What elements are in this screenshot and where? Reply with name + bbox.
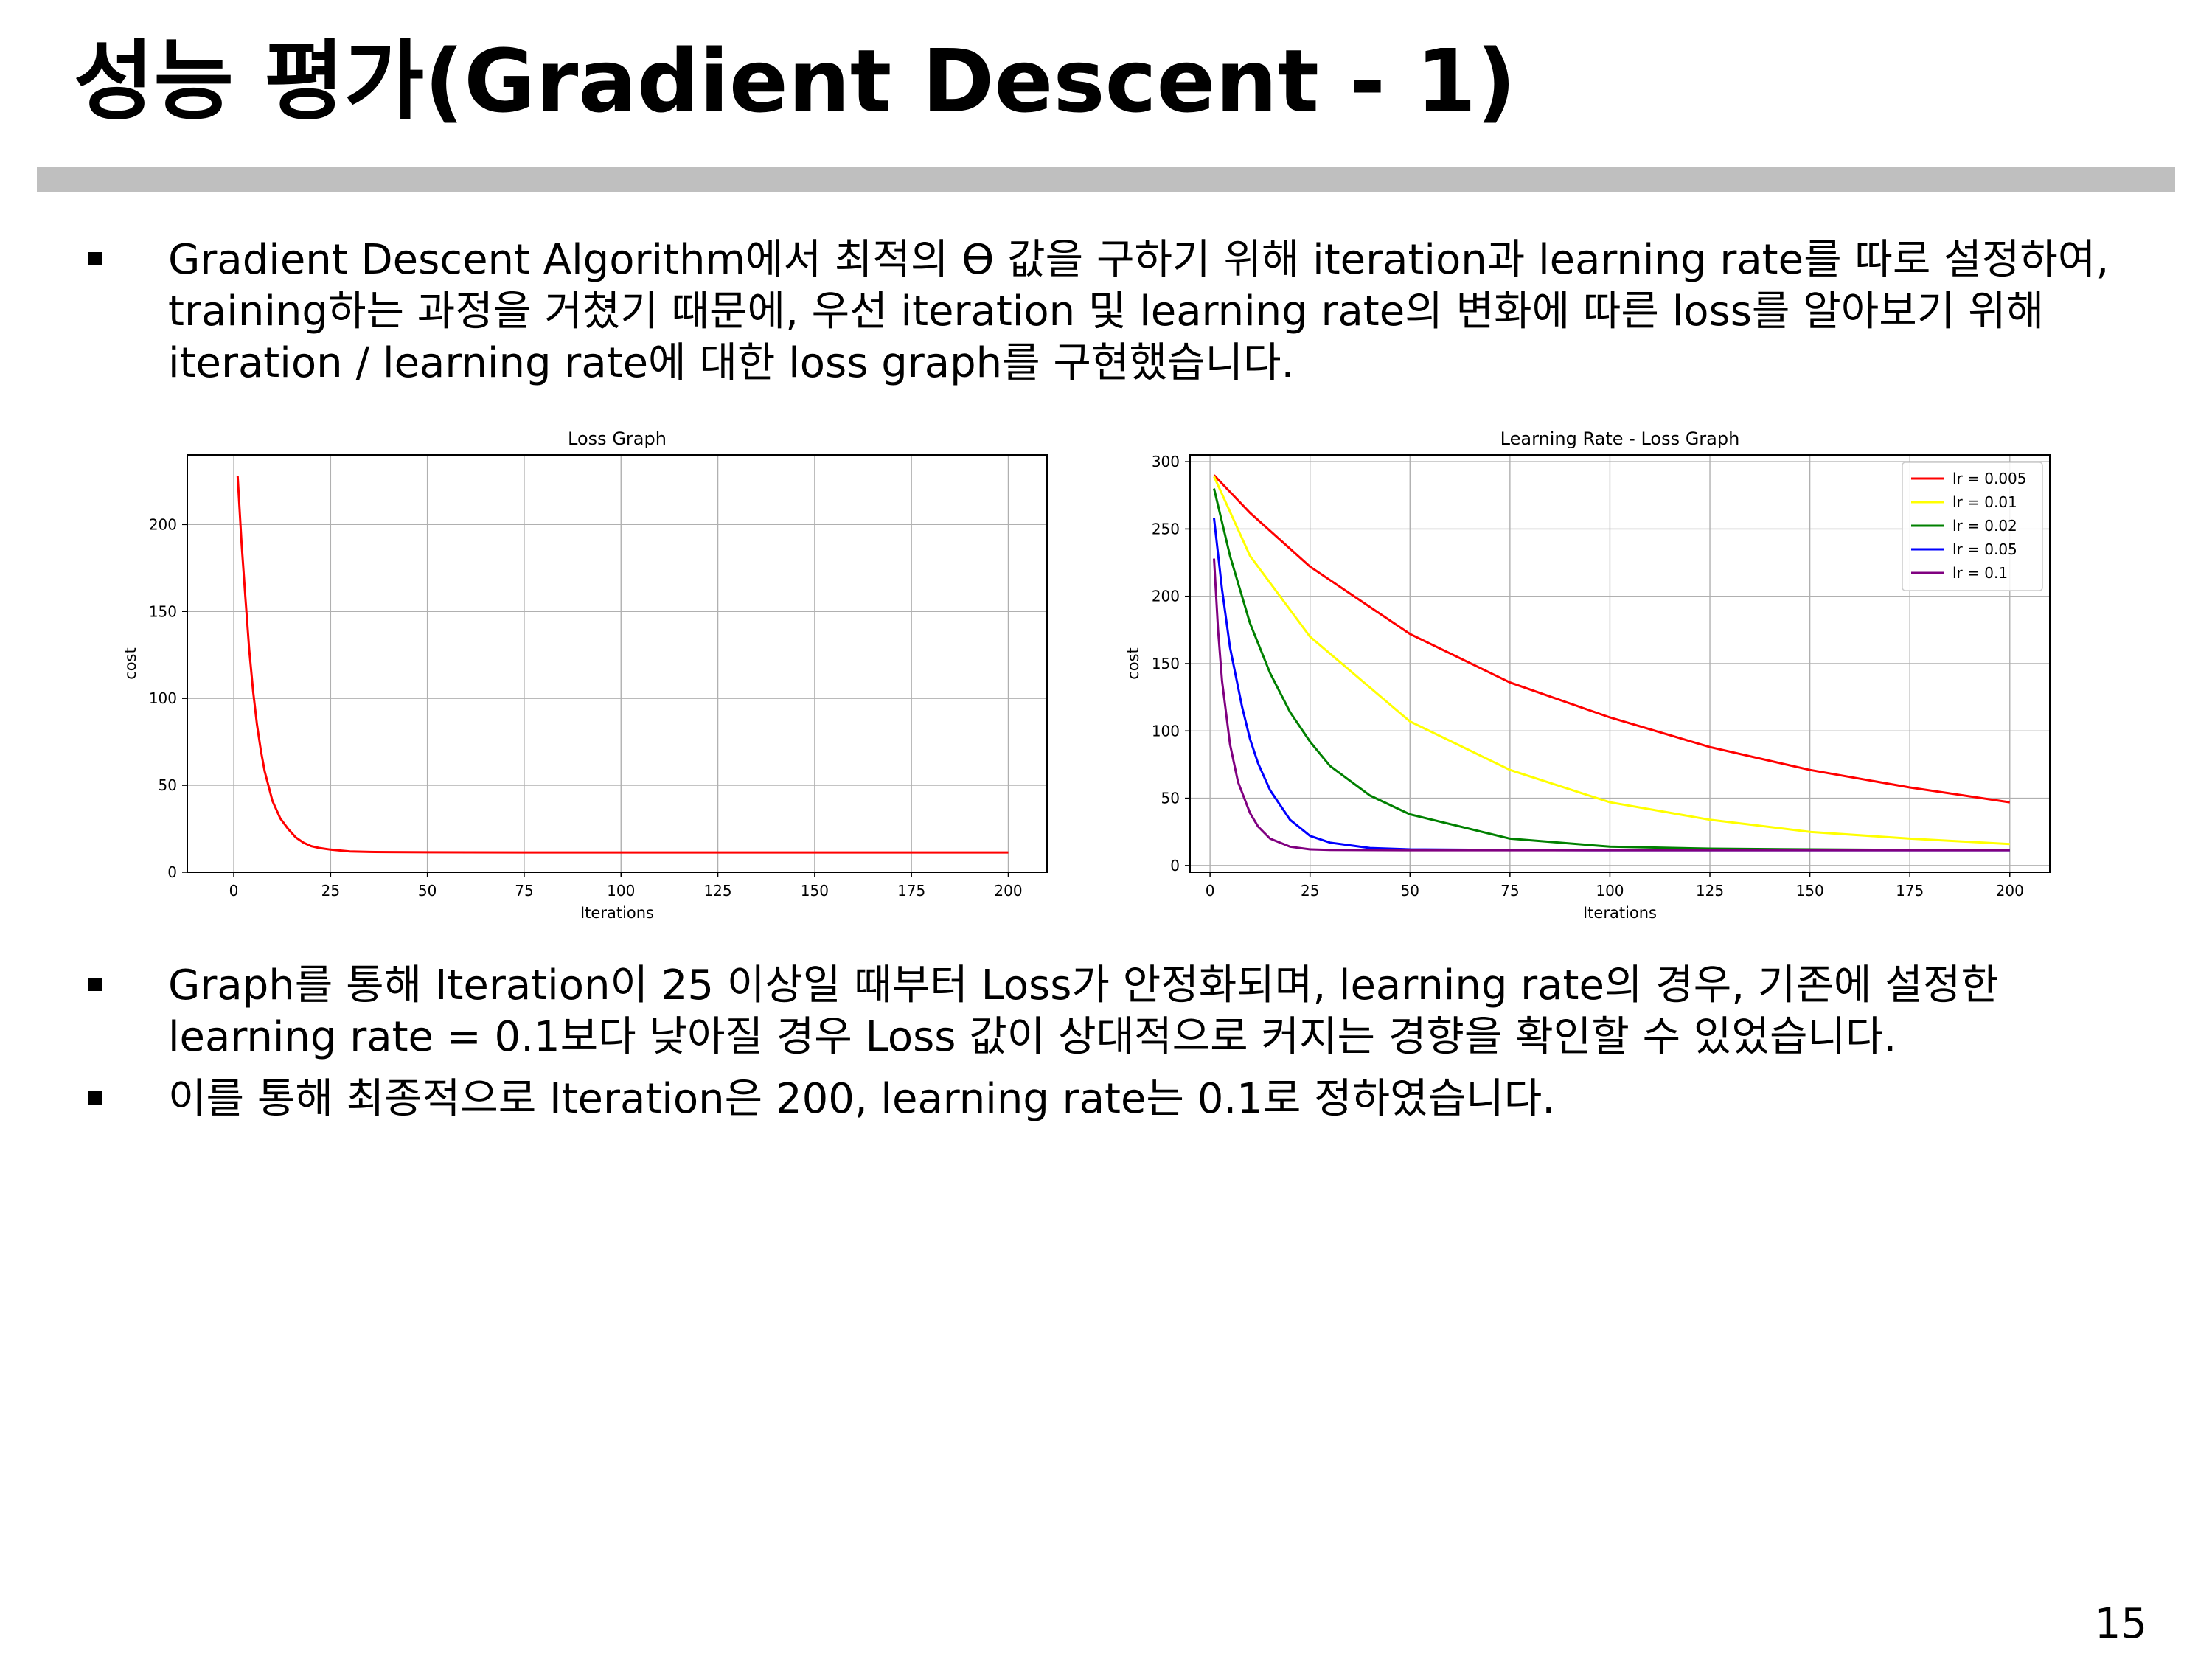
bullet-square-icon <box>88 978 102 991</box>
page-number: 15 <box>2094 1600 2147 1648</box>
y-tick-label: 200 <box>1152 588 1180 605</box>
legend-box <box>1902 462 2043 591</box>
legend-label: lr = 0.05 <box>1952 540 2017 558</box>
series-line <box>1213 488 2010 852</box>
x-tick-label: 75 <box>1500 882 1519 900</box>
y-tick-label: 50 <box>159 776 177 794</box>
y-tick-label: 300 <box>1152 453 1180 470</box>
x-tick-label: 50 <box>418 882 437 900</box>
slide-title: 성능 평가(Gradient Descent - 1) <box>74 30 1517 132</box>
legend-label: lr = 0.1 <box>1952 564 2008 582</box>
series-line <box>1213 558 2010 852</box>
bullet-text: Gradient Descent Algorithm에서 최적의 ϴ 값을 구하… <box>168 236 2110 387</box>
chart-title: Learning Rate - Loss Graph <box>1500 428 1740 449</box>
x-tick-label: 150 <box>801 882 829 900</box>
legend-label: lr = 0.01 <box>1952 493 2017 511</box>
title-divider-bar <box>37 167 2175 192</box>
x-tick-label: 50 <box>1401 882 1419 900</box>
x-tick-label: 100 <box>607 882 635 900</box>
plot-frame <box>187 454 1048 873</box>
bullet-square-icon <box>88 1091 102 1105</box>
y-tick-label: 0 <box>167 863 177 881</box>
x-tick-label: 25 <box>1301 882 1319 900</box>
x-tick-label: 25 <box>321 882 340 900</box>
chart-title: Loss Graph <box>568 428 667 449</box>
series-line <box>1213 476 2010 846</box>
x-tick-label: 150 <box>1796 882 1824 900</box>
x-tick-label: 0 <box>1206 882 1215 900</box>
series-line <box>1213 518 2010 852</box>
bullet-item: Graph를 통해 Iteration이 25 이상일 때부터 Loss가 안정… <box>88 960 2138 1063</box>
bullet-list-top: Gradient Descent Algorithm에서 최적의 ϴ 값을 구하… <box>88 234 2138 389</box>
loss-graph-chart: Loss Graph 0 25 50 75 100 125 150 175 200 0 50 100 15… <box>122 428 1048 922</box>
y-tick-label: 150 <box>149 602 177 620</box>
bullet-square-icon <box>88 252 102 265</box>
y-tick-label: 100 <box>149 689 177 707</box>
legend-label: lr = 0.02 <box>1952 517 2017 535</box>
bullet-text: Graph를 통해 Iteration이 25 이상일 때부터 Loss가 안정… <box>168 961 1999 1061</box>
x-tick-label: 125 <box>703 882 731 900</box>
bullet-list-bottom: Graph를 통해 Iteration이 25 이상일 때부터 Loss가 안정… <box>88 960 2138 1125</box>
x-tick-label: 125 <box>1696 882 1724 900</box>
x-tick-label: 100 <box>1596 882 1624 900</box>
x-tick-label: 75 <box>515 882 533 900</box>
series-line <box>236 476 1009 854</box>
learning-rate-loss-graph-chart: Learning Rate - Loss Graph 0 25 50 75 100 125 1… <box>1124 428 2051 922</box>
bullet-text: 이를 통해 최종적으로 Iteration은 200, learning rat… <box>168 1075 1556 1123</box>
bullet-item: 이를 통해 최종적으로 Iteration은 200, learning rat… <box>88 1074 2138 1125</box>
y-tick-label: 50 <box>1161 790 1180 807</box>
x-tick-label: 175 <box>1896 882 1924 900</box>
x-axis-label: Iterations <box>580 904 654 922</box>
y-tick-label: 150 <box>1152 655 1180 672</box>
bullet-item: Gradient Descent Algorithm에서 최적의 ϴ 값을 구하… <box>88 234 2138 389</box>
x-axis-label: Iterations <box>1583 904 1657 922</box>
legend-label: lr = 0.005 <box>1952 470 2027 487</box>
y-tick-label: 0 <box>1170 857 1180 874</box>
y-axis-label: cost <box>1124 647 1142 680</box>
x-tick-label: 0 <box>229 882 239 900</box>
series-line <box>1213 474 2011 804</box>
y-tick-label: 250 <box>1152 520 1180 538</box>
x-tick-label: 200 <box>1996 882 2024 900</box>
x-tick-label: 200 <box>994 882 1022 900</box>
y-tick-label: 100 <box>1152 722 1180 740</box>
y-tick-label: 200 <box>149 515 177 533</box>
y-axis-label: cost <box>122 647 139 680</box>
x-tick-label: 175 <box>897 882 925 900</box>
